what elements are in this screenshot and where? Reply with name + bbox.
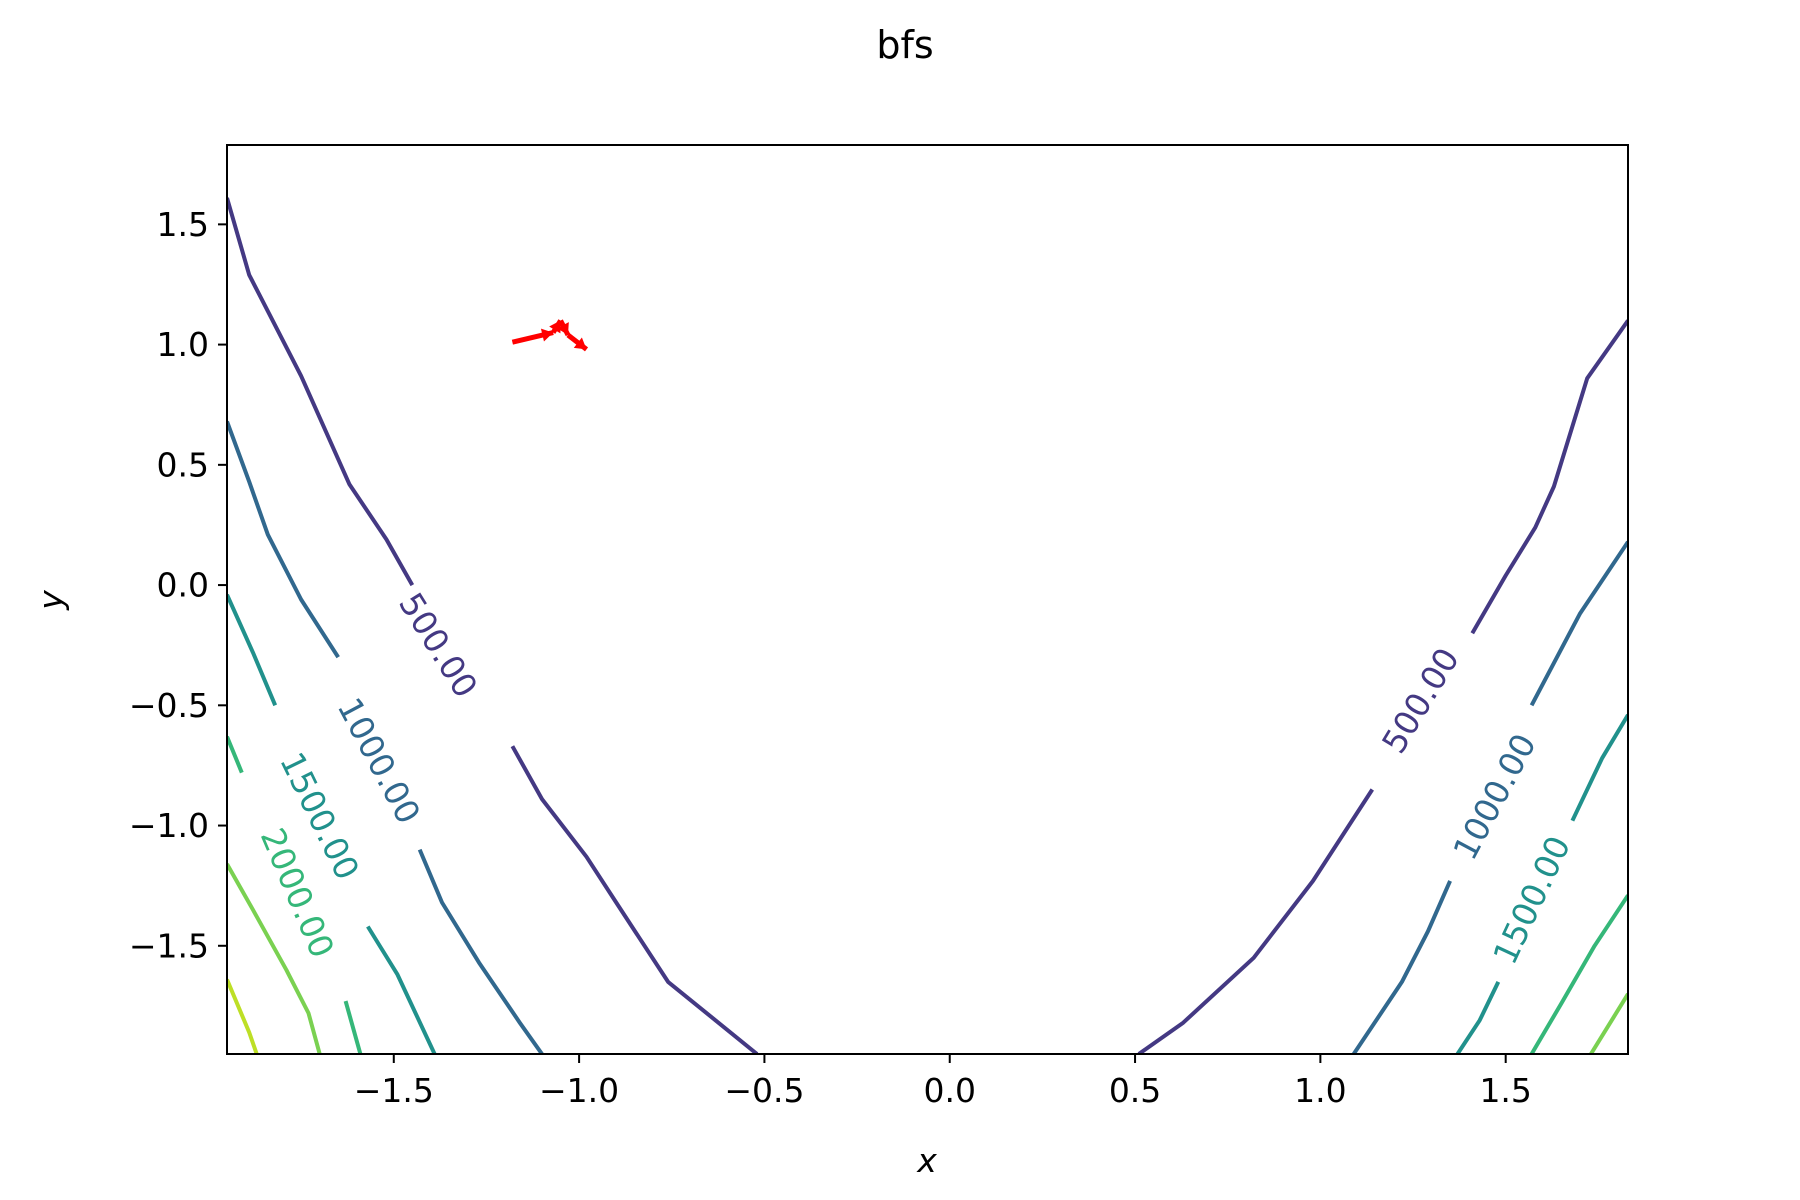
- x-axis-ticks: −1.5 −1.0 −0.5 0.0 0.5 1.0 1.5: [354, 1054, 1532, 1110]
- optimizer-path: [511, 319, 589, 352]
- contour-label-500: 500.00: [391, 586, 485, 705]
- contour-line-500: [510, 745, 759, 1054]
- contour-line-2500: [1589, 992, 1628, 1054]
- y-axis-label: y: [31, 590, 70, 611]
- contour-label-1500: 1500.00: [1485, 830, 1578, 970]
- y-tick-label: 1.0: [157, 325, 209, 364]
- contour-line-1500: [227, 593, 278, 707]
- contour-label-500: 500.00: [1374, 641, 1467, 760]
- path-arrowhead: [540, 328, 554, 342]
- contour-line-1500: [1570, 713, 1628, 822]
- x-tick-label: 0.0: [923, 1071, 975, 1110]
- contour-line-1000: [1352, 880, 1452, 1054]
- y-axis-ticks: −1.5 −1.0 −0.5 0.0 0.5 1.0 1.5: [129, 205, 227, 965]
- path-arrowhead: [549, 320, 561, 334]
- contour-label-1000: 1000.00: [1445, 727, 1544, 866]
- contour-line-2000: [227, 735, 244, 774]
- contour-line-500: [1137, 788, 1374, 1054]
- contour-line-1500: [366, 925, 437, 1054]
- contour-line-2500: [227, 863, 322, 1054]
- contour-line-1000: [1529, 540, 1628, 707]
- y-tick-label: −0.5: [129, 686, 209, 725]
- x-tick-label: −1.5: [354, 1071, 434, 1110]
- contour-line-2000: [343, 1000, 363, 1054]
- contour-line-1500: [1455, 981, 1501, 1054]
- x-axis-label: x: [916, 1141, 937, 1180]
- contour-line-1000: [227, 420, 340, 659]
- contour-line-500: [227, 197, 415, 587]
- contour-label-1000: 1000.00: [330, 691, 429, 830]
- contour-lines: [227, 197, 1628, 1054]
- x-tick-label: 1.5: [1479, 1071, 1531, 1110]
- x-tick-label: −1.0: [539, 1071, 619, 1110]
- y-tick-label: −1.0: [129, 806, 209, 845]
- y-tick-label: 1.5: [157, 205, 209, 244]
- path-arrowhead: [557, 322, 569, 335]
- contour-line-2000: [1529, 894, 1628, 1054]
- chart-title: bfs: [876, 23, 933, 67]
- plot-area-frame: [226, 144, 1629, 1055]
- x-tick-label: −0.5: [724, 1071, 804, 1110]
- y-tick-label: −1.5: [129, 926, 209, 965]
- y-tick-label: 0.0: [157, 566, 209, 605]
- path-arrowhead: [573, 337, 587, 350]
- contour-line-500: [1470, 319, 1628, 635]
- y-tick-label: 0.5: [157, 445, 209, 484]
- x-tick-label: 1.0: [1294, 1071, 1346, 1110]
- contour-line-3000: [227, 978, 259, 1054]
- contour-line-1000: [417, 848, 544, 1054]
- x-tick-label: 0.5: [1109, 1071, 1161, 1110]
